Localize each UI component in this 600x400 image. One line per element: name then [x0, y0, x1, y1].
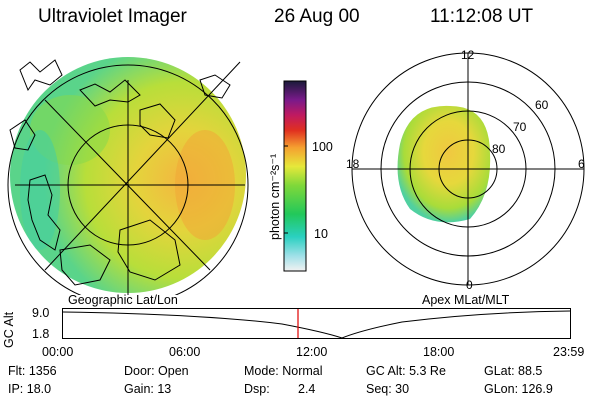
ip-value: IP: 18.0: [8, 382, 52, 396]
colorbar-tick-100: 100: [312, 140, 333, 154]
door-status: Door: Open: [124, 364, 189, 378]
aurora-oval: [397, 105, 491, 223]
colorbar-unit-label: photon cm⁻²s⁻¹: [268, 153, 282, 240]
gain-value: Gain: 13: [124, 382, 172, 396]
instrument-title: Ultraviolet Imager: [38, 6, 187, 27]
altitude-plot: [62, 308, 571, 339]
time-tick-0000: 00:00: [42, 345, 74, 359]
flight-number: Flt: 1356: [8, 364, 57, 378]
date-label: 26 Aug 00: [274, 6, 360, 27]
alt-tick-low: 1.8: [32, 327, 50, 341]
time-tick-2359: 23:59: [553, 345, 585, 359]
gc-alt-value: GC Alt: 5.3 Re: [366, 364, 446, 378]
geographic-image: [7, 57, 249, 295]
mlat-mlt-plot: [351, 52, 585, 286]
colorbar-tick-10: 10: [314, 227, 328, 241]
mlat-label-60: 60: [535, 98, 549, 112]
time-tick-0600: 06:00: [169, 345, 201, 359]
mlat-label-70: 70: [513, 120, 527, 134]
coastlines: [9, 59, 231, 286]
time-tick-1200: 12:00: [296, 345, 328, 359]
dsp-value: 2.4: [298, 382, 316, 396]
mlt-label-6: 6: [578, 157, 585, 171]
mlat-label-80: 80: [492, 142, 506, 156]
geographic-label: Geographic Lat/Lon: [68, 293, 178, 307]
colorbar: [283, 80, 307, 272]
time-label: 11:12:08 UT: [430, 6, 534, 27]
mlt-label-18: 18: [346, 157, 360, 171]
mode-value: Mode: Normal: [244, 364, 323, 378]
apex-label: Apex MLat/MLT: [422, 293, 510, 307]
glon-value: GLon: 126.9: [484, 382, 553, 396]
mlt-label-12: 12: [461, 48, 475, 62]
dsp-label: Dsp:: [244, 382, 270, 396]
altitude-curve: [62, 310, 571, 339]
seq-value: Seq: 30: [366, 382, 410, 396]
time-tick-1800: 18:00: [423, 345, 455, 359]
geographic-grid: [7, 61, 249, 295]
alt-tick-high: 9.0: [32, 306, 50, 320]
mlt-label-0: 0: [466, 278, 473, 292]
gc-alt-axis-label: GC Alt: [2, 311, 16, 348]
glat-value: GLat: 88.5: [484, 364, 543, 378]
